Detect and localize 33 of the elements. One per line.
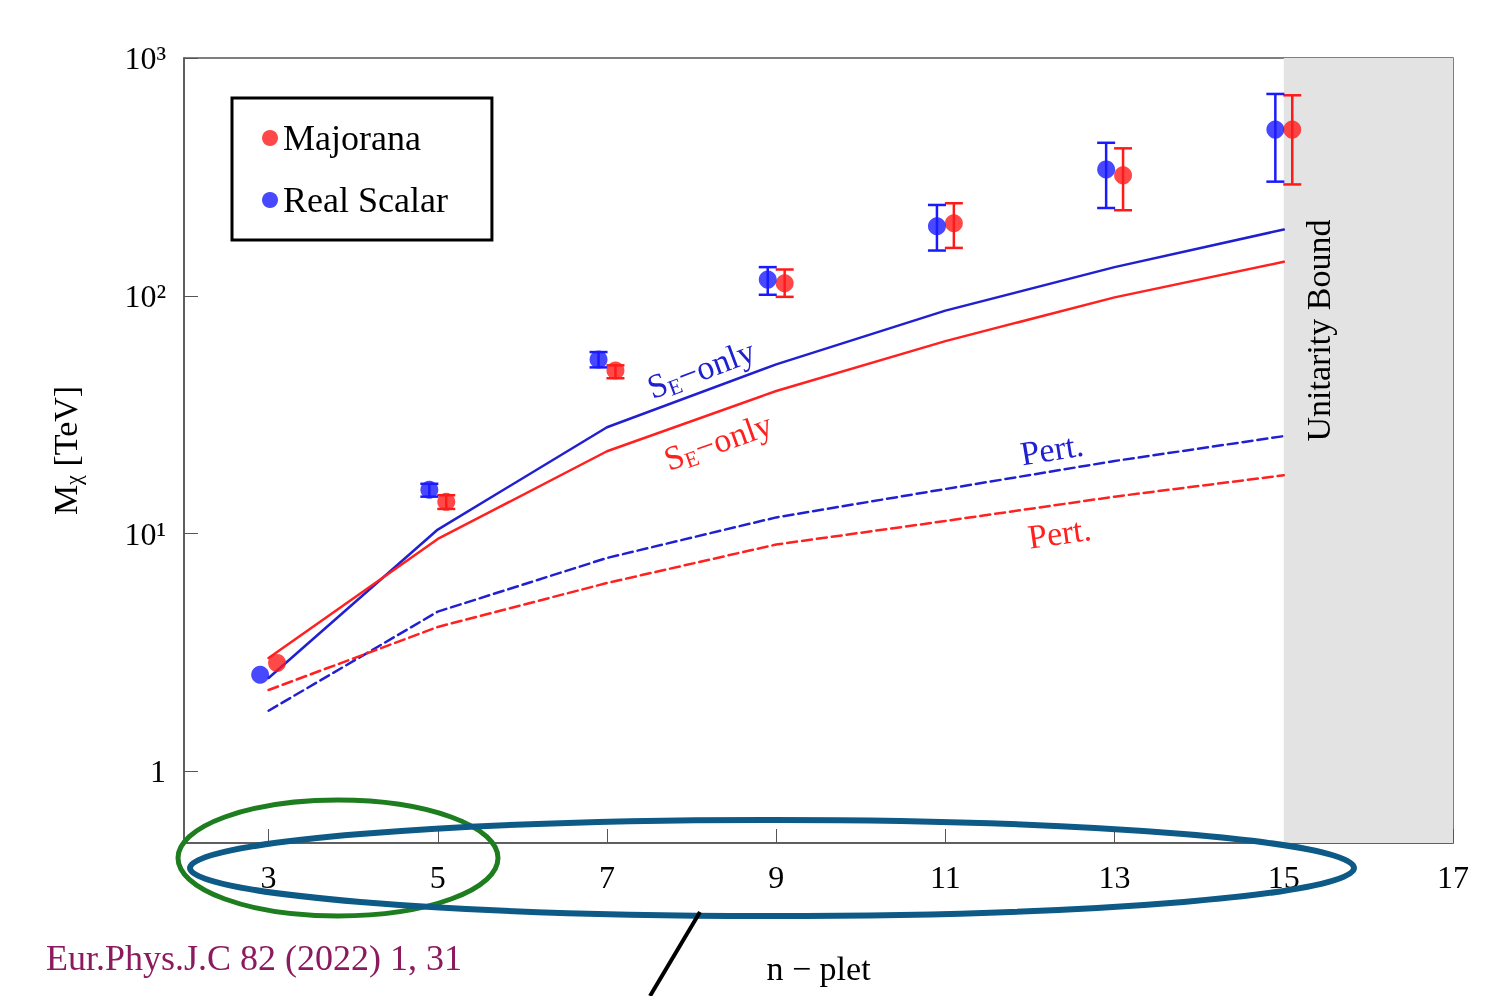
x-tick-label: 5: [429, 859, 446, 895]
y-tick-label: 10¹: [124, 515, 166, 552]
text: SE−only: [658, 405, 777, 478]
point: [1097, 160, 1116, 179]
x-tick-label: 11: [929, 859, 961, 895]
y-tick-label: 10²: [124, 277, 166, 314]
x-tick-label: 7: [599, 859, 615, 895]
line-series: [267, 473, 1286, 692]
legend-label: Majorana: [283, 118, 421, 158]
point: [1114, 166, 1133, 185]
x-tick-label: 3: [260, 859, 277, 895]
point: [775, 274, 794, 293]
text: Pert.: [1017, 425, 1087, 473]
x-tick-label: 9: [768, 859, 785, 895]
x-tick-label: 13: [1098, 859, 1131, 895]
point: [1266, 120, 1285, 139]
text: Pert.: [1025, 510, 1094, 556]
y-tick-label: 10³: [124, 40, 166, 76]
point: [268, 653, 287, 672]
point: [251, 665, 270, 684]
text: Eur.Phys.J.C 82 (2022) 1, 31: [46, 938, 463, 978]
point: [758, 270, 777, 289]
y-axis-title: Mχ [TeV]: [46, 385, 86, 516]
legend-label: Real Scalar: [283, 180, 448, 220]
point: [927, 217, 946, 236]
text: SE−only: [641, 332, 760, 406]
x-axis-title: n − plet: [766, 949, 872, 987]
point: [1283, 120, 1302, 139]
x-tick-label: 17: [1437, 859, 1469, 895]
x-tick-label: 15: [1267, 859, 1300, 895]
band-label: Unitarity Bound: [1299, 219, 1337, 442]
point: [944, 214, 963, 233]
y-tick-label: 1: [150, 753, 166, 790]
